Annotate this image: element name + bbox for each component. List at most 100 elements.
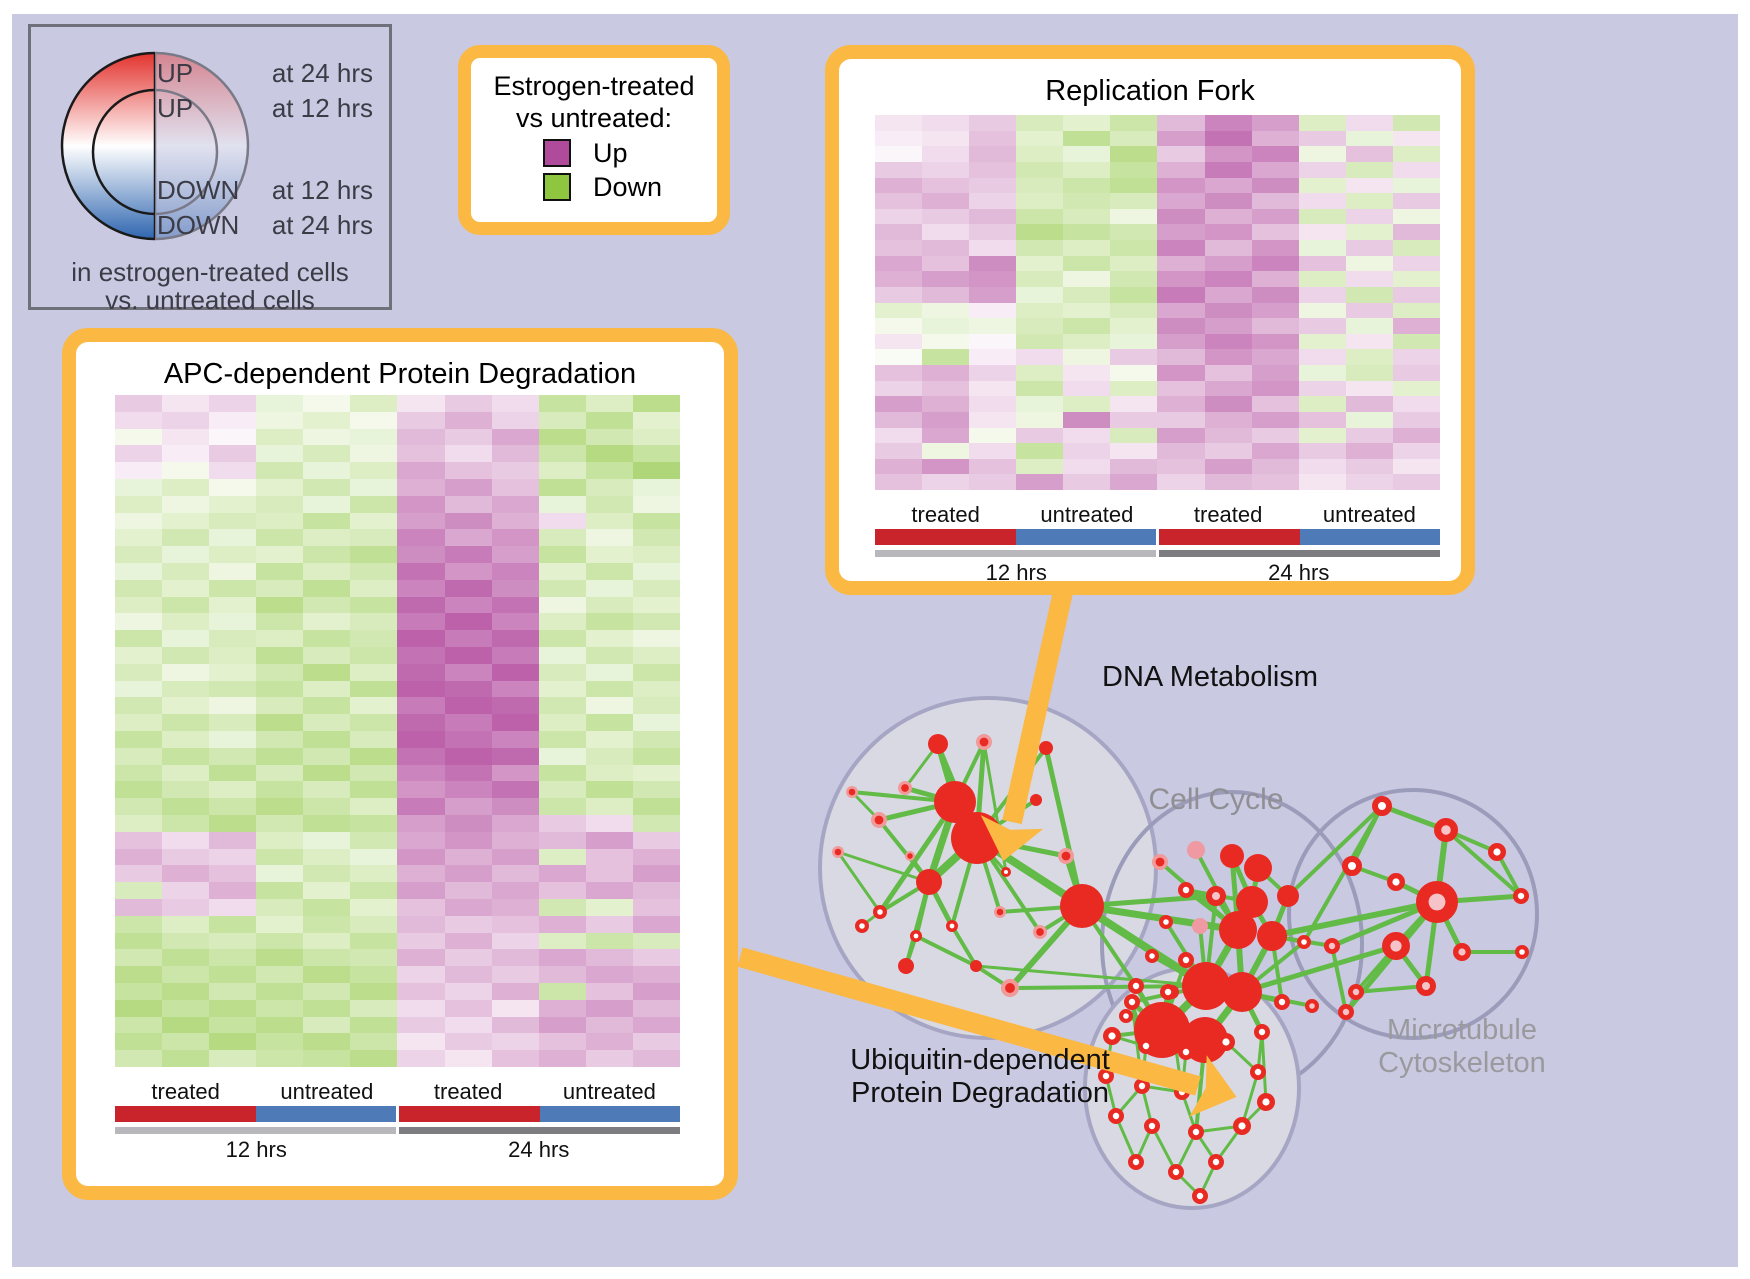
heatmap-cell xyxy=(491,462,539,479)
heatmap-cell xyxy=(875,427,923,444)
heatmap-cell xyxy=(585,781,633,799)
heatmap-cell xyxy=(1392,161,1440,178)
heatmap-cell xyxy=(585,613,633,631)
heatmap-cell xyxy=(1157,240,1205,256)
heatmap-cell xyxy=(256,697,304,715)
heatmap-cell xyxy=(115,848,163,866)
gene-node-ring xyxy=(1372,796,1392,816)
gene-node-ring xyxy=(909,929,922,942)
heatmap-cell xyxy=(303,395,351,412)
heatmap-cell xyxy=(256,478,304,496)
updown-caption-line2: vs. untreated cells xyxy=(105,285,315,315)
heatmap-cell xyxy=(969,115,1017,131)
heatmap-cell xyxy=(1251,411,1299,428)
heatmap-cell xyxy=(1204,130,1252,147)
heatmap-cell xyxy=(632,798,680,815)
updown-line1-dir: UP xyxy=(157,58,194,88)
heatmap-cell xyxy=(1157,115,1205,131)
gene-node-pink-ring xyxy=(1416,880,1459,923)
heatmap-cell xyxy=(256,781,304,799)
heatmap-cell xyxy=(538,445,586,463)
heatmap-cell xyxy=(1298,224,1346,240)
heatmap-cell xyxy=(444,814,492,832)
heatmap-cell xyxy=(538,747,586,765)
heatmap-cell xyxy=(632,462,680,479)
updown-line2-dir: UP xyxy=(157,93,194,123)
heatmap-cell xyxy=(969,193,1017,209)
heatmap-cell xyxy=(1110,427,1158,444)
heatmap-cell xyxy=(1392,365,1440,381)
gene-node-halo-core xyxy=(874,815,884,825)
heatmap-cell xyxy=(1345,411,1393,428)
heatmap-cell xyxy=(491,932,539,950)
heatmap-cell xyxy=(1251,208,1299,225)
heatmap-cell xyxy=(115,445,163,463)
heatmap-cell xyxy=(1157,333,1205,350)
heatmap-cell xyxy=(585,915,633,933)
heatmap-cell xyxy=(1157,427,1205,444)
heatmap-cell xyxy=(397,949,445,967)
heatmap-cell xyxy=(209,966,257,983)
heatmap-cell xyxy=(1298,396,1346,412)
heatmap-cell xyxy=(538,814,586,832)
heatmap-cell xyxy=(491,831,539,849)
heatmap-cell xyxy=(969,255,1017,272)
heatmap-cell xyxy=(115,730,163,748)
updown-line2-time: at 12 hrs xyxy=(271,93,373,123)
heatmap-cell xyxy=(115,512,163,530)
heatmap-cell xyxy=(875,161,923,178)
heatmap-cell xyxy=(303,982,351,1000)
gene-node-halo-core xyxy=(1005,983,1015,993)
heatmap-cell xyxy=(256,966,304,983)
heatmap-cell xyxy=(1157,474,1205,490)
heatmap-cell xyxy=(632,898,680,916)
heatmap-cell xyxy=(585,932,633,950)
time-label: 12 hrs xyxy=(225,1137,287,1162)
heatmap-cell xyxy=(632,966,680,983)
heatmap-cell xyxy=(585,495,633,513)
heatmap-cell xyxy=(1063,177,1111,194)
heatmap-cell xyxy=(1110,286,1158,303)
heatmap-cell xyxy=(444,395,492,412)
heatmap-cell xyxy=(303,848,351,866)
heatmap-cell xyxy=(585,646,633,664)
apc-heatmap xyxy=(115,395,680,1067)
heatmap-cell xyxy=(444,462,492,479)
heatmap-cell xyxy=(632,764,680,782)
cluster-ellipse xyxy=(1287,788,1539,1040)
heatmap-cell xyxy=(444,546,492,563)
group-color-bar xyxy=(399,1106,540,1122)
heatmap-cell xyxy=(1345,365,1393,381)
heatmap-cell xyxy=(209,697,257,715)
heatmap-cell xyxy=(303,495,351,513)
heatmap-cell xyxy=(115,697,163,715)
heatmap-cell xyxy=(444,915,492,933)
heatmap-cell xyxy=(444,730,492,748)
gene-node-ring xyxy=(1118,1008,1133,1023)
gene-node-solid xyxy=(1257,921,1287,951)
heatmap-cell xyxy=(1392,240,1440,256)
heatmap-cell xyxy=(1110,396,1158,412)
gene-node-solid xyxy=(1222,972,1262,1012)
heatmap-cell xyxy=(1016,380,1064,397)
heatmap-cell xyxy=(875,286,923,303)
heatmap-cell xyxy=(350,529,398,547)
heatmap-cell xyxy=(209,613,257,631)
heatmap-cell xyxy=(350,663,398,681)
heatmap-cell xyxy=(585,529,633,547)
heatmap-cell xyxy=(491,630,539,647)
heatmap-cell xyxy=(256,814,304,832)
gene-node-halo-core xyxy=(1155,857,1165,867)
heatmap-cell xyxy=(632,1033,680,1051)
heatmap-cell xyxy=(162,613,210,631)
heatmap-cell xyxy=(209,798,257,815)
heatmap-cell xyxy=(585,1033,633,1051)
heatmap-cell xyxy=(350,848,398,866)
heatmap-cell xyxy=(632,529,680,547)
gene-node-solid xyxy=(1219,911,1257,949)
time-color-bar xyxy=(875,550,1156,557)
heatmap-cell xyxy=(444,529,492,547)
heatmap-cell xyxy=(115,714,163,731)
heatmap-cell xyxy=(1298,146,1346,162)
heatmap-cell xyxy=(162,395,210,412)
